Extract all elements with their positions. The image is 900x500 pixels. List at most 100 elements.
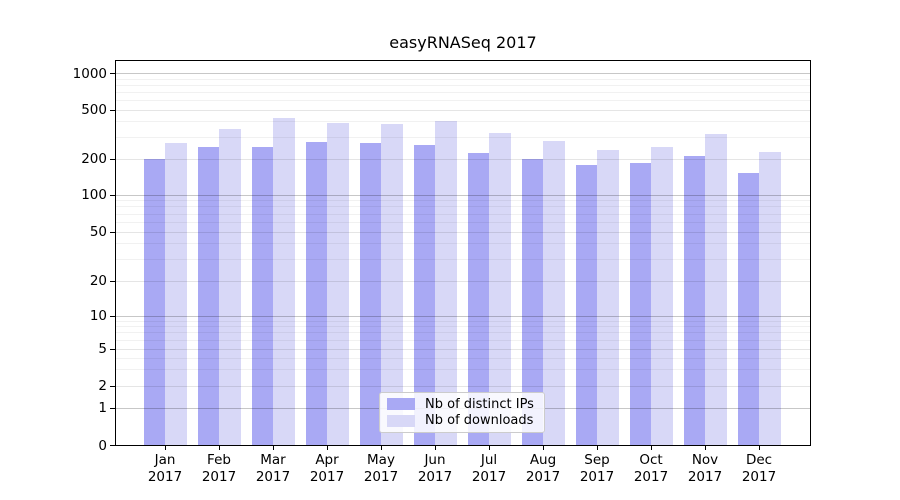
minor-gridline xyxy=(116,200,810,202)
legend-swatch-distinct-ips xyxy=(387,398,415,411)
bar-distinct-ips xyxy=(359,142,381,445)
minor-gridline xyxy=(116,221,810,223)
x-axis-tick xyxy=(650,445,652,450)
minor-gridline xyxy=(116,121,810,123)
x-axis-tick xyxy=(218,445,220,450)
y-axis-tick-label: 100 xyxy=(81,187,107,203)
bar-downloads xyxy=(705,133,727,445)
bar-downloads xyxy=(651,147,673,445)
y-axis-tick-label: 1 xyxy=(98,400,107,416)
minor-gridline xyxy=(116,84,810,86)
legend-label-downloads: Nb of downloads xyxy=(425,413,534,429)
minor-gridline xyxy=(116,332,810,334)
x-axis-tick-label: Apr 2017 xyxy=(309,452,345,485)
x-axis-tick-label: Feb 2017 xyxy=(201,452,237,485)
legend-swatch-downloads xyxy=(387,414,415,427)
x-axis-tick xyxy=(272,445,274,450)
minor-gridline xyxy=(116,78,810,80)
minor-gridline xyxy=(116,99,810,101)
y-axis-tick xyxy=(110,280,115,282)
y-axis-tick-label: 500 xyxy=(81,102,107,118)
minor-gridline xyxy=(116,206,810,208)
x-axis-tick xyxy=(596,445,598,450)
minor-gridline xyxy=(116,357,810,359)
y-axis-tick-label: 50 xyxy=(89,224,107,240)
minor-gridline xyxy=(116,158,810,160)
bar-distinct-ips xyxy=(683,155,705,445)
x-axis-tick xyxy=(542,445,544,450)
bar-downloads xyxy=(273,117,295,445)
x-axis-tick-label: Aug 2017 xyxy=(525,452,561,485)
x-axis-tick xyxy=(488,445,490,450)
x-axis-tick-label: Nov 2017 xyxy=(687,452,723,485)
y-axis-tick xyxy=(110,348,115,350)
bar-distinct-ips xyxy=(521,159,543,445)
minor-gridline xyxy=(116,385,810,387)
x-axis-tick xyxy=(758,445,760,450)
bar-distinct-ips xyxy=(413,144,435,445)
bar-distinct-ips xyxy=(629,162,651,445)
legend-label-distinct-ips: Nb of distinct IPs xyxy=(425,396,534,412)
y-axis-tick-label: 20 xyxy=(89,273,107,289)
bar-distinct-ips xyxy=(197,147,219,445)
bar-downloads xyxy=(759,152,781,445)
bar-distinct-ips xyxy=(737,172,759,445)
bar-distinct-ips xyxy=(251,147,273,445)
bar-downloads xyxy=(219,129,241,445)
minor-gridline xyxy=(116,91,810,93)
minor-gridline xyxy=(116,280,810,282)
x-axis-tick-label: Sep 2017 xyxy=(579,452,615,485)
minor-gridline xyxy=(116,243,810,245)
y-axis-tick-label: 0 xyxy=(98,437,107,454)
minor-gridline xyxy=(116,326,810,328)
minor-gridline xyxy=(116,369,810,371)
major-gridline xyxy=(116,73,810,74)
legend: Nb of distinct IPs Nb of downloads xyxy=(379,392,545,433)
y-axis-tick xyxy=(110,445,115,446)
y-axis-tick-label: 1000 xyxy=(72,65,107,82)
y-axis-tick-label: 10 xyxy=(89,308,107,324)
x-axis-tick-label: Jun 2017 xyxy=(417,452,453,485)
bar-distinct-ips xyxy=(467,152,489,445)
minor-gridline xyxy=(116,258,810,260)
bar-downloads xyxy=(435,120,457,445)
bar-distinct-ips xyxy=(143,159,165,445)
minor-gridline xyxy=(116,339,810,341)
x-axis-tick xyxy=(164,445,166,450)
x-axis-tick-label: Oct 2017 xyxy=(633,452,669,485)
bar-downloads xyxy=(165,142,187,445)
bar-downloads xyxy=(327,122,349,445)
bar-downloads xyxy=(489,132,511,445)
minor-gridline xyxy=(116,348,810,350)
y-axis-tick xyxy=(110,385,115,387)
x-axis-tick xyxy=(326,445,328,450)
y-axis-tick-label: 2 xyxy=(98,378,107,394)
y-axis-tick xyxy=(110,407,115,409)
x-axis-tick-label: May 2017 xyxy=(363,452,399,485)
major-gridline xyxy=(116,315,810,317)
x-axis-tick xyxy=(380,445,382,450)
bar-distinct-ips xyxy=(305,142,327,445)
legend-entry-downloads: Nb of downloads xyxy=(387,413,537,428)
y-axis-tick xyxy=(110,315,115,317)
y-axis-tick xyxy=(110,158,115,160)
major-gridline xyxy=(116,194,810,196)
y-axis-tick xyxy=(110,73,115,74)
y-axis-tick xyxy=(110,194,115,196)
minor-gridline xyxy=(116,136,810,138)
minor-gridline xyxy=(116,231,810,233)
chart-title: easyRNASeq 2017 xyxy=(389,33,537,52)
y-axis-tick xyxy=(110,109,115,111)
y-axis-tick-label: 5 xyxy=(98,341,107,357)
minor-gridline xyxy=(116,213,810,215)
y-axis-tick xyxy=(110,231,115,233)
bar-distinct-ips xyxy=(575,164,597,445)
y-axis-tick-label: 200 xyxy=(81,151,107,167)
minor-gridline xyxy=(116,109,810,111)
minor-gridline xyxy=(116,320,810,322)
x-axis-tick-label: Dec 2017 xyxy=(741,452,777,485)
bar-downloads xyxy=(597,150,619,445)
x-axis-tick xyxy=(704,445,706,450)
bar-downloads xyxy=(381,123,403,445)
